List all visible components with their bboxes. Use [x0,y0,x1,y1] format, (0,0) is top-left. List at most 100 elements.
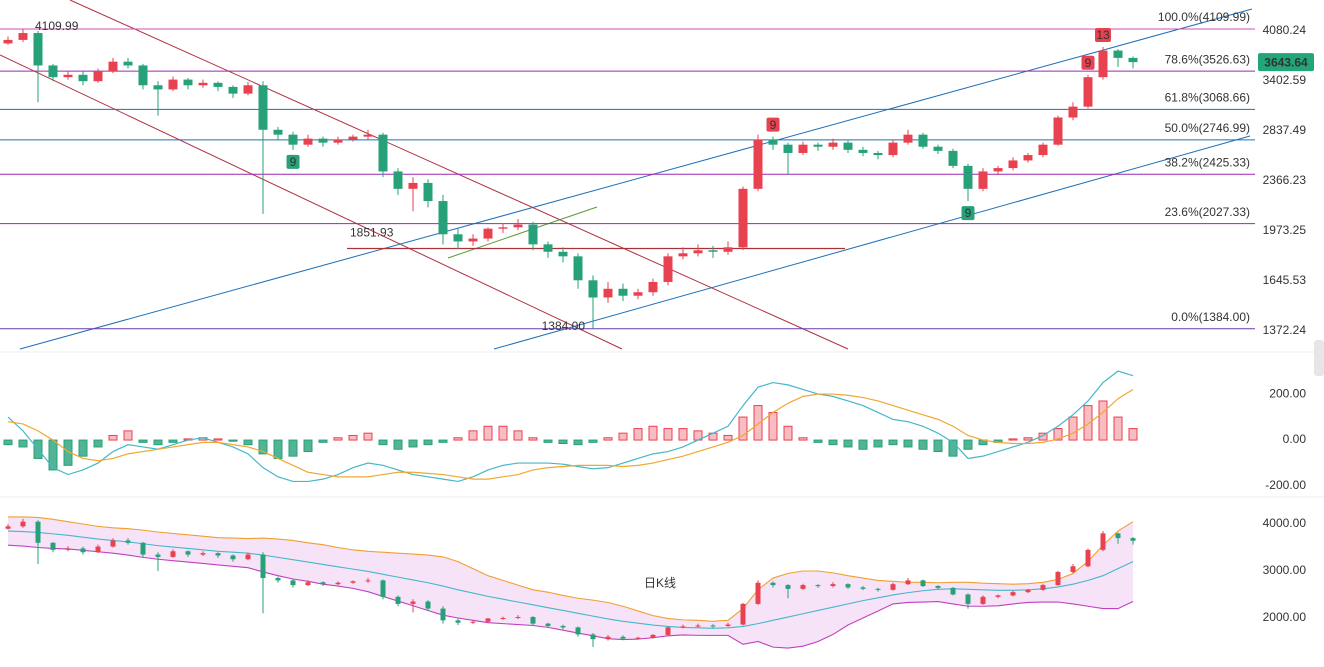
boll-candle-body [650,634,656,638]
channel-line [493,135,1251,350]
candle-body [558,251,568,257]
macd-bar [1008,438,1018,441]
macd-bar [18,439,28,448]
boll-candle-body [125,540,131,543]
macd-bar [438,439,448,443]
macd-bar [1098,400,1108,441]
macd-bar [378,439,388,446]
td-marker-label: 9 [1085,56,1092,70]
macd-bar [1083,405,1093,441]
boll-candle-body [350,581,356,583]
boll-candle-body [620,636,626,639]
candle-body [3,39,13,44]
boll-candle-body [590,634,596,640]
candle-body [588,280,598,298]
boll-candle-body [305,582,311,586]
candle-body [1023,155,1033,161]
macd-bar [873,439,883,448]
y-tick-label: -200.00 [1265,478,1306,492]
scroll-handle[interactable] [1314,340,1324,376]
candle-body [528,224,538,245]
macd-bar [618,432,628,441]
boll-upper [8,516,1134,622]
y-tick-label: 3000.00 [1263,563,1307,577]
candle-body [633,292,643,296]
macd-bar [48,439,58,471]
td-marker [961,206,975,221]
macd-bar [288,439,298,457]
td-marker [1095,27,1111,42]
macd-bar [1068,416,1078,441]
macd-bar [948,439,958,457]
macd-bar [303,439,313,453]
candle-body [948,150,958,166]
macd-bar [168,439,178,443]
macd-bar [1053,428,1063,441]
boll-candle-body [65,548,71,550]
candle-body [18,33,28,40]
boll-candle-body [710,625,716,627]
candle-body [438,201,448,235]
candle-body [303,138,313,145]
candle-body [1098,50,1108,78]
macd-bar [933,439,943,453]
macd-bar [813,439,823,443]
candle-body [363,134,373,137]
macd-bar [858,439,868,450]
boll-candle-body [1100,533,1106,550]
candle-body [963,165,973,189]
macd-bar [468,430,478,441]
boll-candle-body [665,627,671,635]
candle-body [798,144,808,153]
td-marker-label: 9 [290,155,297,169]
boll-candle-body [845,584,851,588]
macd-bar [738,416,748,441]
boll-candle-body [80,548,86,553]
low-label: 1384.00 [542,319,586,333]
boll-candle-body [965,594,971,604]
macd-bar [798,437,808,441]
y-tick-label: 2366.23 [1263,173,1307,187]
candle-body [258,85,268,130]
boll-candle-body [560,625,566,628]
macd-bar [243,439,253,446]
candle-body [618,288,628,296]
boll-candle-body [755,582,761,604]
boll-candle-body [215,553,221,556]
macd-bar [63,439,73,466]
boll-candle-body [1130,538,1136,541]
candle-body [288,134,298,145]
boll-candle-body [680,626,686,628]
candle-body [378,134,388,172]
macd-bar [528,437,538,441]
macd-bar [3,439,13,446]
boll-candle-body [1010,592,1016,596]
macd-bar [543,439,553,443]
macd-bar [633,428,643,441]
macd-bar [348,434,358,441]
macd-bar [408,439,418,448]
candle-body [63,74,73,78]
candle-body [423,182,433,202]
candle-body [768,139,778,145]
td-marker [286,154,300,169]
boll-candle-body [740,603,746,625]
candle-body [393,171,403,189]
candle-body [93,71,103,82]
macd-bar [678,428,688,441]
y-tick-label: 200.00 [1269,386,1306,400]
watermark: 日K线 [644,576,676,590]
boll-candle-body [1025,589,1031,593]
y-tick-label: 2000.00 [1263,610,1307,624]
candle-body [333,139,343,143]
boll-candle-body [335,582,341,585]
macd-bar [258,439,268,455]
candle-body [453,234,463,242]
td-marker [766,117,780,132]
candle-body [753,139,763,189]
boll-candle-body [1055,571,1061,586]
y-tick-label: 2837.49 [1263,123,1307,137]
boll-candle-body [785,585,791,589]
candle-body [318,138,328,143]
boll-candle-body [500,617,506,619]
